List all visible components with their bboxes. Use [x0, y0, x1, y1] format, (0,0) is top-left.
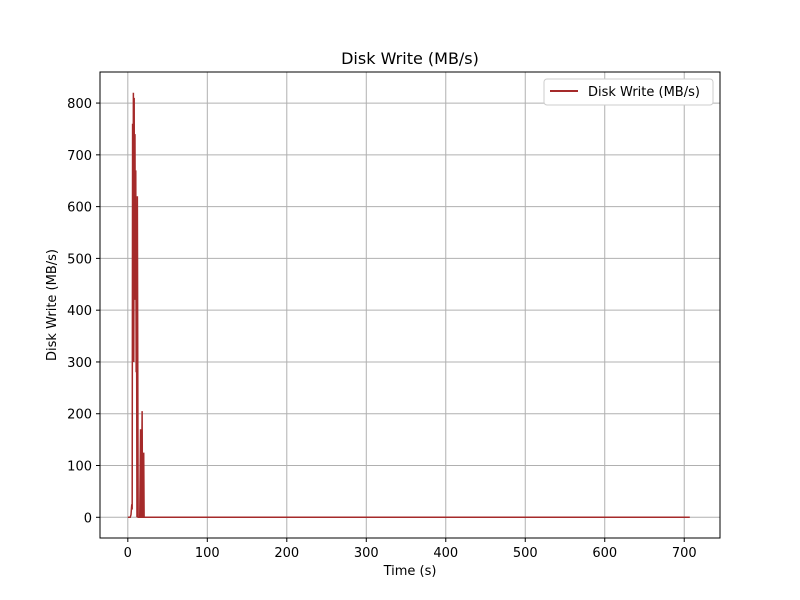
y-tick-label: 100 — [67, 460, 92, 475]
chart-title: Disk Write (MB/s) — [341, 49, 479, 68]
x-tick-label: 300 — [354, 546, 379, 561]
grid — [100, 72, 720, 538]
legend-label: Disk Write (MB/s) — [588, 85, 700, 100]
y-tick-label: 600 — [67, 201, 92, 216]
y-tick-label: 0 — [84, 511, 92, 526]
y-axis: 0 100 200 300 400 500 600 700 800 — [67, 97, 100, 526]
x-tick-label: 0 — [124, 546, 132, 561]
y-axis-label: Disk Write (MB/s) — [45, 249, 60, 361]
x-axis: 0 100 200 300 400 500 600 700 — [124, 538, 697, 561]
plot-frame — [99, 71, 721, 539]
series-layer — [127, 92, 690, 519]
y-tick-label: 400 — [67, 304, 92, 319]
legend-box — [543, 78, 714, 106]
y-tick-label: 500 — [67, 252, 92, 267]
y-tick-label: 700 — [67, 149, 92, 164]
y-tick-label: 300 — [67, 356, 92, 371]
y-tick-label: 800 — [67, 97, 92, 112]
x-tick-label: 600 — [592, 546, 617, 561]
x-tick-label: 400 — [433, 546, 458, 561]
x-tick-label: 500 — [513, 546, 538, 561]
x-axis-label: Time (s) — [383, 564, 437, 579]
series-line — [127, 92, 690, 519]
y-tick-label: 200 — [67, 408, 92, 423]
legend: Disk Write (MB/s) — [543, 78, 714, 106]
x-tick-label: 700 — [672, 546, 697, 561]
x-tick-label: 100 — [195, 546, 220, 561]
x-tick-label: 200 — [274, 546, 299, 561]
